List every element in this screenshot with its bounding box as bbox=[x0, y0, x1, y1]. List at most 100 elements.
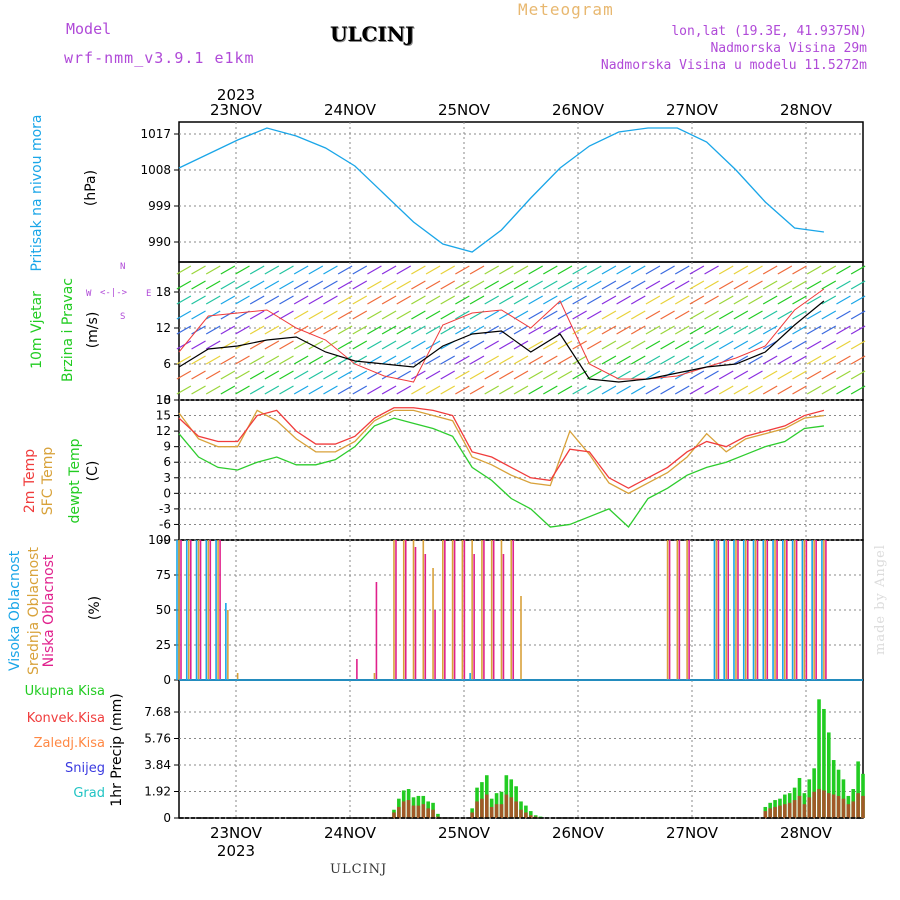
wind-barb bbox=[850, 310, 866, 320]
precip-conv-bar bbox=[480, 798, 484, 818]
precip-conv-bar bbox=[392, 812, 396, 818]
wind-barb bbox=[220, 370, 236, 380]
wind-barb bbox=[821, 295, 837, 305]
wind-barb bbox=[792, 295, 807, 305]
wind-barb bbox=[689, 385, 705, 395]
wind-barb bbox=[264, 325, 280, 335]
wind-barb bbox=[425, 280, 441, 290]
wind-barb bbox=[601, 325, 617, 335]
wind-barb bbox=[572, 385, 587, 395]
wind-barb bbox=[499, 370, 514, 380]
wind-barb bbox=[630, 370, 646, 380]
wind-barb bbox=[411, 265, 426, 275]
wind-barb bbox=[337, 295, 353, 305]
wind-barb bbox=[733, 325, 749, 335]
wind-barb bbox=[279, 295, 294, 305]
wind-barb bbox=[513, 265, 529, 275]
cloud-ytick-label: 100 bbox=[148, 533, 171, 547]
cloud-ytick-label: 50 bbox=[156, 603, 171, 617]
wind-barb bbox=[440, 355, 456, 365]
wind-barb bbox=[718, 265, 734, 275]
cloud-ytick-label: 0 bbox=[163, 673, 171, 687]
wind-barb bbox=[367, 310, 382, 320]
wind-barb bbox=[381, 325, 397, 335]
wind-barb bbox=[352, 325, 368, 335]
model-name: wrf-nmm_v3.9.1 e1km bbox=[64, 49, 255, 67]
wind-barb bbox=[367, 280, 382, 290]
wind-barb bbox=[689, 340, 705, 350]
station-title: ULCINJ bbox=[330, 22, 415, 46]
wind-barb bbox=[557, 265, 573, 275]
wind-barb bbox=[748, 325, 763, 335]
precip-total-bar bbox=[836, 769, 841, 818]
wind-barb bbox=[249, 370, 265, 380]
precip-legend-hail: Grad bbox=[73, 786, 105, 801]
wind-barb bbox=[367, 295, 382, 305]
precip-total-bar bbox=[436, 813, 440, 818]
precip-legend-frozen: Zaledj.Kisa bbox=[33, 736, 105, 751]
wind-barb bbox=[806, 280, 822, 290]
wind-barb bbox=[718, 370, 734, 380]
wind-barb bbox=[279, 310, 294, 320]
wind-barb bbox=[469, 280, 485, 290]
wind-barb bbox=[704, 355, 719, 365]
wind-barb bbox=[440, 280, 456, 290]
wind-barb bbox=[323, 265, 338, 275]
wind-barb bbox=[762, 280, 778, 290]
wind-barb bbox=[777, 385, 793, 395]
wind-barb bbox=[660, 325, 675, 335]
temp-ytick-label: 3 bbox=[163, 471, 171, 485]
wind-barb bbox=[176, 385, 192, 395]
wind-barb bbox=[191, 265, 206, 275]
wind-barb bbox=[308, 325, 324, 335]
precip-ytick-label: 3.84 bbox=[144, 758, 171, 772]
wind-barb bbox=[821, 370, 837, 380]
precip-conv-bar bbox=[489, 806, 494, 818]
wind-barb bbox=[337, 385, 353, 395]
wind-barb bbox=[630, 340, 646, 350]
wind-barb bbox=[264, 280, 280, 290]
wind-barb bbox=[528, 295, 543, 305]
wind-barb bbox=[528, 340, 543, 350]
wind-barb bbox=[821, 265, 837, 275]
compass-arrow-icon: <-|-> bbox=[100, 288, 128, 298]
wind-barb bbox=[220, 295, 236, 305]
wind-barb bbox=[249, 340, 265, 350]
wind-barb bbox=[513, 355, 529, 365]
wind-barb bbox=[528, 265, 543, 275]
precip-conv-bar bbox=[841, 798, 846, 818]
wind-barb bbox=[645, 265, 661, 275]
wind-barb bbox=[513, 325, 529, 335]
pressure-ytick-label: 990 bbox=[148, 235, 171, 249]
day-label-top: 27NOV bbox=[666, 101, 719, 119]
wind-barb bbox=[220, 265, 236, 275]
day-label-top: 23NOV bbox=[210, 101, 263, 119]
wind-barb bbox=[396, 280, 412, 290]
wind-barb bbox=[836, 280, 851, 290]
wind-barb bbox=[557, 310, 573, 320]
wind-barb bbox=[499, 280, 514, 290]
wind-barb bbox=[586, 355, 602, 365]
wind-barb bbox=[601, 385, 617, 395]
precip-conv-bar bbox=[846, 804, 851, 818]
wind-barb bbox=[191, 355, 206, 365]
wind-barb bbox=[323, 340, 338, 350]
wind-barb bbox=[220, 310, 236, 320]
wind-barb bbox=[411, 370, 426, 380]
wind-barb bbox=[630, 355, 646, 365]
wind-barb bbox=[235, 265, 250, 275]
wind-barb bbox=[528, 325, 543, 335]
wind-barb bbox=[205, 385, 221, 395]
wind-barb bbox=[660, 295, 675, 305]
wind-barb bbox=[689, 370, 705, 380]
day-label-bottom: 25NOV bbox=[438, 824, 491, 842]
wind-barb bbox=[279, 385, 294, 395]
wind-barb bbox=[469, 370, 485, 380]
lonlat-label: lon,lat (19.3E, 41.9375N) bbox=[671, 24, 867, 39]
wind-barb bbox=[543, 310, 558, 320]
pressure-line bbox=[178, 127, 825, 253]
precip-conv-bar bbox=[797, 795, 802, 818]
wind-barb bbox=[748, 310, 763, 320]
wind-barb bbox=[792, 385, 807, 395]
wind-barb bbox=[308, 280, 324, 290]
